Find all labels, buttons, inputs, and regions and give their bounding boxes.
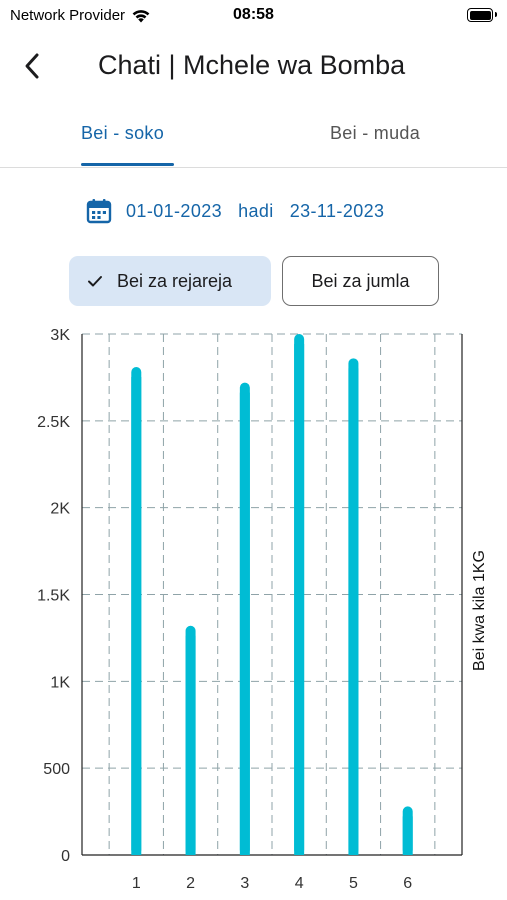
battery-icon: [467, 8, 497, 22]
tab-time-price-label: Bei - muda: [330, 123, 421, 143]
date-start: 01-01-2023: [126, 200, 223, 221]
y-tick-label: 1.5K: [37, 588, 70, 605]
page-title: Chati | Mchele wa Bomba: [98, 50, 406, 80]
x-tick-label: 4: [295, 875, 304, 892]
y-tick-label: 0: [61, 848, 70, 865]
x-tick-label: 3: [240, 875, 249, 892]
status-bar: Network Provider 08:58: [0, 0, 507, 34]
chart-svg: 0 500 1K 1.5K 2K 2.5K 3K 1 2 3 4 5 6 Bei kwa kila 1KG: [37, 327, 488, 892]
x-tick-label: 1: [132, 875, 141, 892]
wifi-icon: [132, 9, 150, 22]
x-tick-label: 6: [403, 875, 412, 892]
carrier-group: Network Provider: [10, 7, 151, 24]
check-icon: [88, 276, 102, 287]
tab-bar: Bei - soko Bei - muda: [0, 112, 507, 168]
price-bar-chart: 0 500 1K 1.5K 2K 2.5K 3K 1 2 3 4 5 6 Bei kwa kila 1KG: [0, 320, 507, 900]
chevron-left-icon: [25, 53, 39, 79]
x-tick-label: 2: [186, 875, 195, 892]
bar-base-2: [185, 635, 196, 855]
bar-base-5: [348, 368, 359, 855]
y-tick-label: 2.5K: [37, 414, 70, 431]
app-bar: Chati | Mchele wa Bomba: [0, 38, 507, 96]
tab-selected-indicator: [81, 163, 174, 166]
tab-time-price[interactable]: Bei - muda: [300, 112, 460, 168]
x-tick-label: 5: [349, 875, 358, 892]
retail-price-chip[interactable]: Bei za rejareja: [69, 256, 271, 306]
bar-base-1: [131, 376, 142, 855]
calendar-icon: [86, 199, 112, 224]
date-end: 23-11-2023: [289, 200, 385, 221]
tab-market-price[interactable]: Bei - soko: [60, 112, 200, 168]
wholesale-price-chip-label: Bei za jumla: [311, 270, 410, 291]
bar-base-3: [239, 392, 250, 855]
carrier-name: Network Provider: [10, 7, 126, 24]
back-button[interactable]: [14, 46, 50, 86]
y-tick-label: 3K: [50, 327, 70, 344]
tab-market-price-label: Bei - soko: [81, 123, 165, 143]
wholesale-price-chip[interactable]: Bei za jumla: [282, 256, 439, 306]
status-time: 08:58: [233, 6, 274, 23]
y-tick-label: 1K: [50, 674, 70, 691]
date-range-picker[interactable]: 01-01-2023 hadi 23-11-2023: [86, 196, 384, 226]
bar-base-4: [294, 344, 305, 855]
date-separator: hadi: [238, 200, 274, 221]
retail-price-chip-label: Bei za rejareja: [117, 270, 233, 291]
y-axis-title: Bei kwa kila 1KG: [471, 550, 488, 671]
bar-base-6: [402, 816, 413, 855]
y-tick-label: 500: [43, 761, 70, 778]
y-tick-label: 2K: [50, 501, 70, 518]
